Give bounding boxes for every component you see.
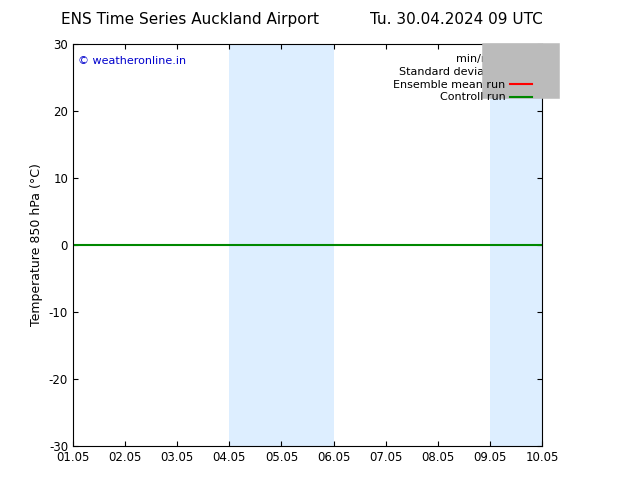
Bar (490, 44, 542, 446)
Bar (230, 44, 281, 446)
Y-axis label: Temperature 850 hPa (°C): Temperature 850 hPa (°C) (30, 164, 43, 326)
Legend: min/max, Standard deviation, Ensemble mean run, Controll run: min/max, Standard deviation, Ensemble me… (389, 49, 536, 107)
Text: ENS Time Series Auckland Airport: ENS Time Series Auckland Airport (61, 12, 319, 27)
Text: © weatheronline.in: © weatheronline.in (77, 56, 186, 66)
Text: Tu. 30.04.2024 09 UTC: Tu. 30.04.2024 09 UTC (370, 12, 543, 27)
Bar (281, 44, 333, 446)
